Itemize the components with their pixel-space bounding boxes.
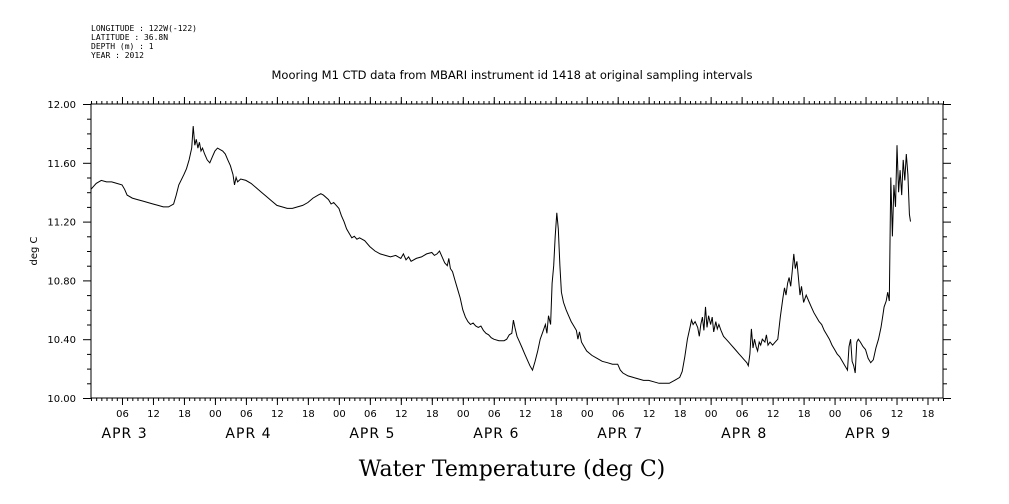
x-day-label: APR 4 [225,426,271,442]
x-hour-tick-label: 18 [674,409,687,420]
x-hour-tick-label: 12 [271,409,284,420]
x-day-label: APR 9 [845,426,891,442]
x-hour-tick-label: 18 [302,409,315,420]
temperature-series-line [90,126,911,384]
x-hour-tick-label: 18 [426,409,439,420]
x-hour-tick-label: 00 [209,409,222,420]
year-label: YEAR : 2012 [91,51,144,60]
x-hour-tick-label: 12 [147,409,160,420]
y-axis-label: deg C [29,236,40,265]
y-tick-label: 12.00 [47,100,76,111]
x-day-label: APR 3 [102,426,148,442]
x-axis-label: Water Temperature (deg C) [359,457,666,482]
depth-label: DEPTH (m) : 1 [91,42,154,51]
y-tick-label: 10.00 [47,394,76,405]
x-day-label: APR 6 [473,426,519,442]
x-hour-tick-label: 00 [581,409,594,420]
x-hour-tick-label: 00 [705,409,718,420]
x-hour-tick-label: 06 [240,409,253,420]
x-tick-labels: 06 12 18 00 06 12 18 00 06 12 18 00 06 12 18 00 06 12 18 00… [102,409,935,442]
x-hour-tick-label: 12 [519,409,532,420]
x-hour-tick-label: 06 [364,409,377,420]
x-hour-tick-label: 06 [860,409,873,420]
x-hour-tick-label: 12 [643,409,656,420]
x-hour-tick-label: 00 [457,409,470,420]
chart-title: Mooring M1 CTD data from MBARI instrumen… [272,68,753,82]
x-hour-tick-label: 18 [798,409,811,420]
x-hour-tick-label: 06 [736,409,749,420]
plot-frame [90,103,944,399]
x-hour-tick-label: 18 [178,409,191,420]
y-tick-label: 11.20 [47,218,76,229]
x-hour-tick-label: 06 [116,409,129,420]
x-hour-tick-label: 18 [550,409,563,420]
x-day-label: APR 5 [349,426,395,442]
x-hour-tick-label: 18 [922,409,935,420]
x-hour-tick-label: 06 [612,409,625,420]
series-group [90,126,911,384]
y-tick-label: 10.80 [47,276,76,287]
latitude-label: LATITUDE : 36.8N [91,33,168,42]
x-hour-tick-label: 00 [333,409,346,420]
longitude-label: LONGITUDE : 122W(-122) [91,24,197,33]
y-tick-label: 10.40 [47,335,76,346]
x-hour-tick-label: 00 [829,409,842,420]
axes-group: 10.00 10.40 10.80 11.20 11.60 12.00 [47,97,951,405]
x-hour-tick-label: 06 [488,409,501,420]
x-hour-tick-label: 12 [395,409,408,420]
x-day-label: APR 7 [597,426,643,442]
y-tick-label: 11.60 [47,159,76,170]
x-day-label: APR 8 [721,426,767,442]
x-hour-tick-label: 12 [891,409,904,420]
x-hour-tick-label: 12 [767,409,780,420]
